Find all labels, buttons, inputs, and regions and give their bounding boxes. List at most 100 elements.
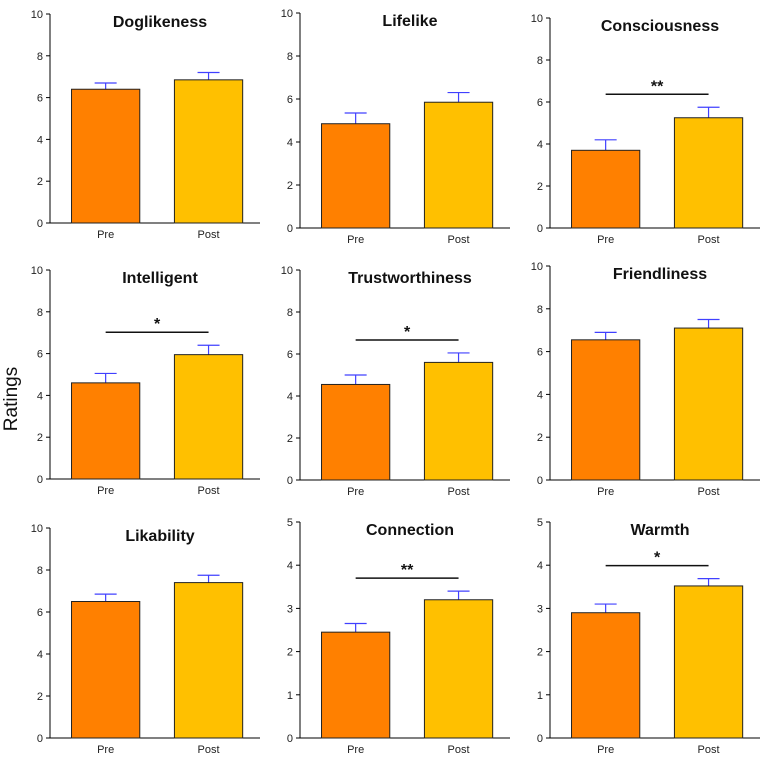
- y-axis-label: Ratings: [1, 367, 22, 431]
- y-tick-label: 8: [537, 304, 543, 316]
- y-tick-label: 2: [37, 691, 43, 703]
- bar-post: [673, 117, 744, 229]
- chart-panel-consciousness: Consciousness 0 2 4 6 8 10 Pre Post **: [531, 13, 760, 246]
- x-tick-label: Post: [448, 486, 470, 498]
- bar-post: [423, 599, 494, 739]
- y-tick-label: 2: [287, 433, 293, 445]
- y-tick-label: 5: [287, 517, 293, 529]
- chart-panel-likability: Likability 0 2 4 6 8 10 Pre Post: [31, 523, 260, 756]
- y-tick-label: 0: [537, 733, 543, 745]
- x-tick-label: Pre: [97, 485, 114, 497]
- bar-post: [673, 585, 744, 739]
- x-tick-label: Pre: [347, 234, 364, 246]
- x-tick-label: Post: [698, 486, 720, 498]
- y-tick-label: 6: [537, 97, 543, 109]
- x-tick-label: Post: [698, 234, 720, 246]
- chart-panel-doglikeness: Doglikeness 0 2 4 6 8 10 Pre Post: [31, 9, 260, 241]
- significance-marker: *: [404, 324, 411, 341]
- x-tick-label: Pre: [347, 486, 364, 498]
- chart-panel-connection: Connection 0 1 2 3 4 5 Pre Post **: [287, 517, 510, 756]
- bar-pre: [321, 123, 391, 229]
- y-tick-label: 10: [531, 261, 543, 273]
- y-tick-label: 8: [287, 307, 293, 319]
- y-tick-label: 2: [537, 181, 543, 193]
- y-tick-label: 2: [287, 647, 293, 659]
- y-tick-label: 3: [537, 603, 543, 615]
- chart-title: Friendliness: [613, 266, 707, 283]
- y-tick-label: 0: [287, 475, 293, 487]
- y-tick-label: 5: [537, 517, 543, 529]
- chart-panel-lifelike: Lifelike 0 2 4 6 8 10 Pre Post: [281, 8, 510, 246]
- significance-marker: **: [651, 78, 664, 95]
- chart-title: Intelligent: [122, 270, 198, 287]
- y-axis-label-text: Ratings: [1, 366, 23, 432]
- significance-marker: *: [154, 316, 161, 333]
- y-tick-label: 0: [287, 223, 293, 235]
- chart-title: Likability: [125, 528, 194, 545]
- x-tick-label: Pre: [597, 486, 614, 498]
- y-tick-label: 2: [37, 432, 43, 444]
- y-tick-label: 1: [287, 690, 293, 702]
- bar-pre: [71, 601, 141, 739]
- significance-marker: **: [401, 562, 414, 579]
- bar-pre: [571, 149, 641, 229]
- chart-panel-intelligent: Intelligent 0 2 4 6 8 10 Pre Post *: [31, 265, 260, 497]
- bar-post: [173, 79, 244, 224]
- x-tick-label: Post: [198, 744, 220, 756]
- y-tick-label: 6: [287, 94, 293, 106]
- y-tick-label: 6: [537, 347, 543, 359]
- y-tick-label: 0: [287, 733, 293, 745]
- significance-marker: *: [654, 550, 661, 567]
- bar-pre: [71, 88, 141, 224]
- y-tick-label: 0: [37, 733, 43, 745]
- chart-panel-warmth: Warmth 0 1 2 3 4 5 Pre Post *: [537, 517, 760, 756]
- x-tick-label: Post: [198, 229, 220, 241]
- y-tick-label: 10: [281, 265, 293, 277]
- bar-pre: [571, 339, 641, 481]
- chart-title: Warmth: [631, 522, 690, 539]
- bar-pre: [321, 631, 391, 739]
- y-tick-label: 0: [37, 474, 43, 486]
- y-tick-label: 4: [537, 389, 543, 401]
- y-tick-label: 6: [37, 607, 43, 619]
- y-tick-label: 8: [537, 55, 543, 67]
- y-tick-label: 4: [537, 139, 543, 151]
- y-tick-label: 4: [287, 560, 293, 572]
- bar-post: [423, 361, 494, 481]
- bar-post: [173, 582, 244, 739]
- chart-title: Lifelike: [382, 13, 437, 30]
- bar-pre: [571, 612, 641, 739]
- y-tick-label: 6: [37, 93, 43, 105]
- y-tick-label: 2: [537, 647, 543, 659]
- bar-pre: [71, 382, 141, 480]
- y-tick-label: 2: [287, 180, 293, 192]
- y-tick-label: 8: [37, 565, 43, 577]
- x-tick-label: Pre: [597, 234, 614, 246]
- y-tick-label: 8: [37, 307, 43, 319]
- y-tick-label: 10: [31, 265, 43, 277]
- x-tick-label: Pre: [597, 744, 614, 756]
- y-tick-label: 2: [37, 176, 43, 188]
- x-tick-label: Pre: [97, 229, 114, 241]
- bar-post: [173, 354, 244, 480]
- x-tick-label: Pre: [347, 744, 364, 756]
- x-tick-label: Post: [448, 234, 470, 246]
- y-tick-label: 0: [537, 223, 543, 235]
- chart-title: Doglikeness: [113, 14, 207, 31]
- y-tick-label: 10: [531, 13, 543, 25]
- y-tick-label: 8: [37, 51, 43, 63]
- x-tick-label: Post: [198, 485, 220, 497]
- y-tick-label: 4: [37, 649, 43, 661]
- chart-title: Trustworthiness: [348, 270, 472, 287]
- y-tick-label: 4: [287, 391, 293, 403]
- y-tick-label: 4: [37, 390, 43, 402]
- chart-panel-trustworthiness: Trustworthiness 0 2 4 6 8 10 Pre Post *: [281, 265, 510, 498]
- y-tick-label: 10: [31, 523, 43, 535]
- y-tick-label: 10: [31, 9, 43, 21]
- bar-pre: [321, 383, 391, 481]
- y-tick-label: 4: [37, 134, 43, 146]
- y-tick-label: 1: [537, 690, 543, 702]
- y-tick-label: 4: [287, 137, 293, 149]
- x-tick-label: Post: [448, 744, 470, 756]
